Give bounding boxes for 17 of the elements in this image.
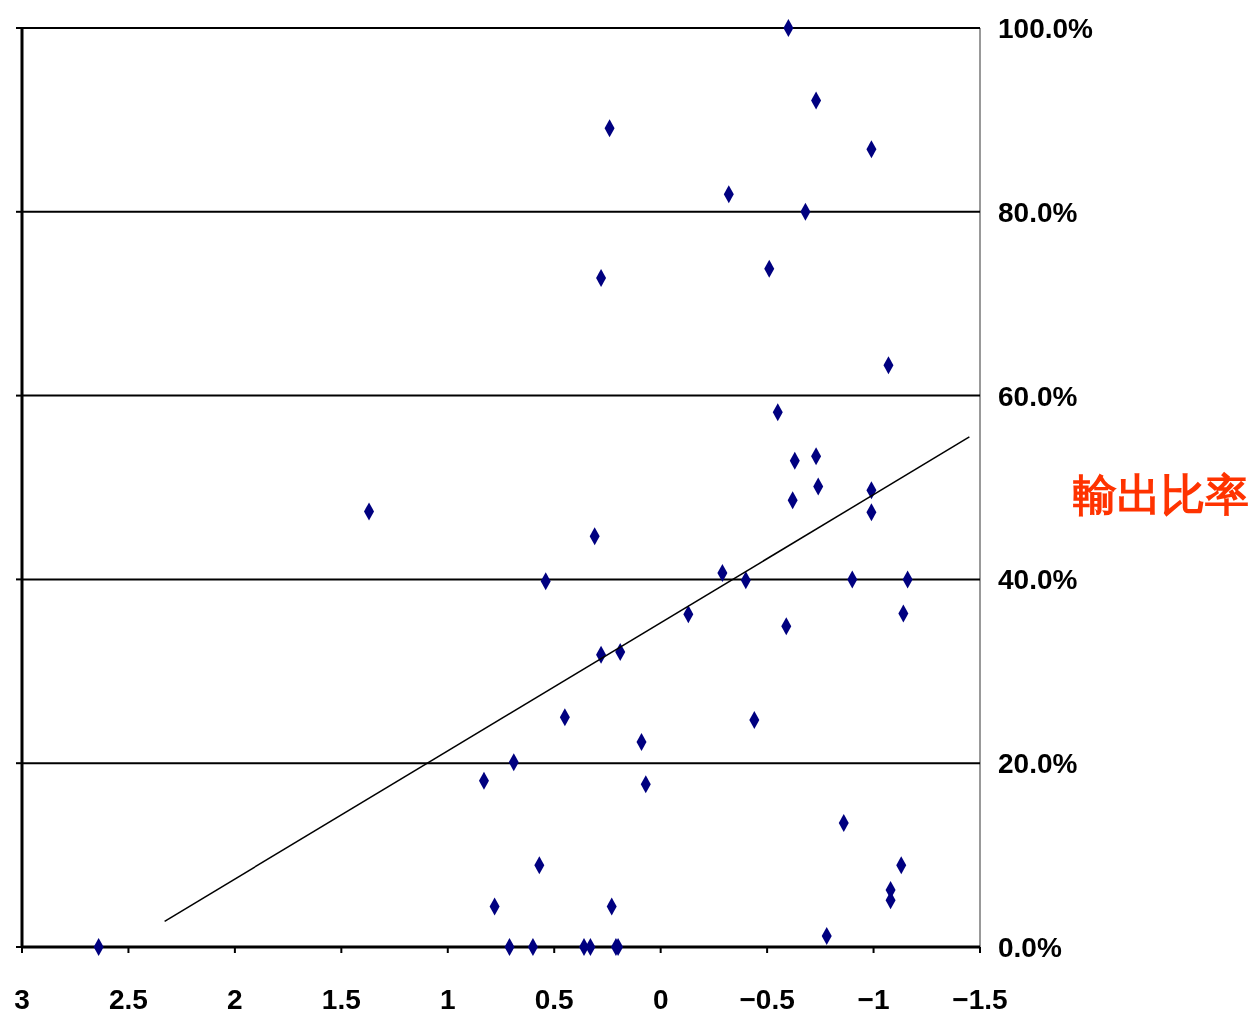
y-axis-title: 輸出比率 <box>1073 469 1249 519</box>
x-tick-label: 2.5 <box>108 984 148 1015</box>
x-tick-label: −1 <box>857 984 890 1015</box>
y-tick-label: 20.0% <box>998 748 1078 780</box>
x-tick-label: −1.5 <box>952 984 1008 1015</box>
x-tick-label: 0.5 <box>534 984 574 1015</box>
y-tick-label: 0.0% <box>998 932 1062 963</box>
x-tick-label: 0 <box>652 984 669 1015</box>
x-tick-label: 1 <box>439 984 456 1015</box>
y-tick-label: 80.0% <box>998 196 1078 228</box>
x-tick-label: 1.5 <box>321 984 361 1015</box>
y-tick-label: 100.0% <box>998 13 1094 44</box>
x-tick-label: 2 <box>227 984 243 1015</box>
x-tick-label: 3 <box>14 984 30 1015</box>
y-tick-label: 60.0% <box>998 380 1078 412</box>
y-tick-label: 40.0% <box>998 564 1078 596</box>
x-tick-label: −0.5 <box>739 984 795 1015</box>
